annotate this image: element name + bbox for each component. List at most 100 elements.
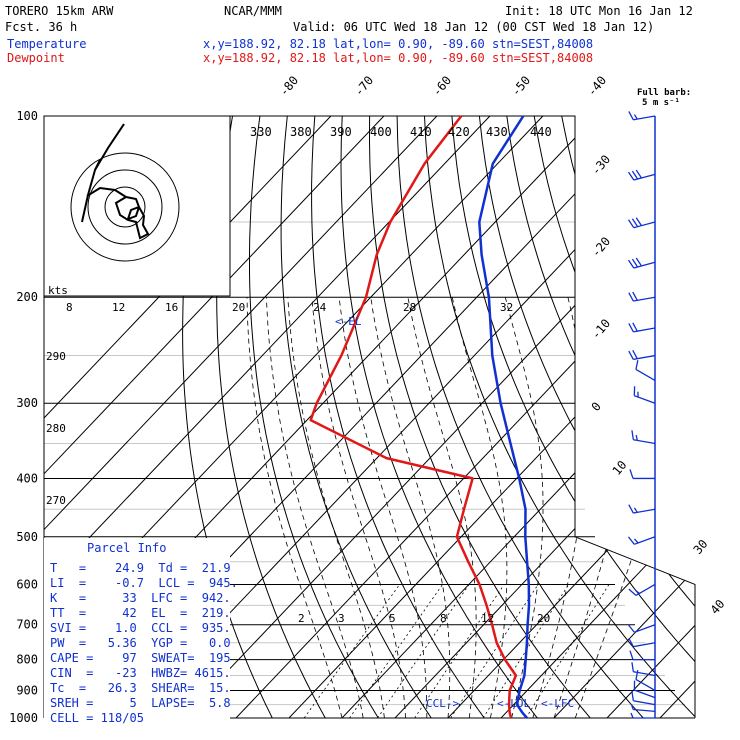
el-marker: <-EL	[335, 315, 362, 328]
barb-shaft	[634, 689, 656, 699]
mixing-ratio-label: 5	[389, 612, 396, 625]
dry-adiabat	[216, 116, 326, 718]
theta-label: 430	[486, 125, 508, 139]
barb-flag	[627, 219, 635, 229]
temperature-legend: Temperature	[7, 37, 86, 51]
isotherm	[447, 116, 695, 718]
pressure-label-800: 800	[16, 653, 38, 667]
isotherm	[553, 116, 695, 718]
hodo-ring	[104, 186, 146, 228]
wind-barb	[627, 624, 656, 633]
hodo-ring	[70, 152, 180, 262]
isotherm	[500, 116, 695, 718]
wind-barb	[627, 217, 656, 229]
barb-flag	[635, 360, 639, 370]
isotherm	[659, 116, 695, 718]
parcel-row: PW = 5.36 YGP = 0.0	[50, 636, 231, 650]
dry-adiabat	[478, 116, 695, 718]
parcel-row: CELL = 118/05	[50, 711, 144, 725]
wind-barb	[633, 386, 656, 404]
isotherm-label: -20	[589, 234, 614, 260]
barb-flag	[631, 430, 634, 440]
barb-half	[635, 434, 638, 441]
isotherm-label: 0	[589, 399, 604, 414]
theta-tick: 290	[46, 350, 66, 363]
theta-label: 330	[250, 125, 272, 139]
barb-flag	[635, 670, 639, 680]
speed-tick: 20	[232, 301, 245, 314]
org-title: NCAR/MMM	[224, 4, 282, 18]
dry-adiabat	[280, 116, 432, 718]
speed-tick: 28	[403, 301, 416, 314]
theta-label: 400	[370, 125, 392, 139]
mixing-ratio-line	[482, 584, 570, 718]
wind-barbs	[627, 111, 656, 719]
barb-flag	[632, 322, 638, 332]
wind-barb	[628, 291, 656, 302]
barb-shaft	[634, 624, 656, 633]
barb-half	[633, 507, 638, 513]
wind-barb	[633, 680, 656, 699]
forecast-hour: Fcst. 36 h	[5, 20, 77, 34]
moist-adiabat	[407, 297, 477, 718]
barb-shaft	[633, 708, 656, 713]
dry-adiabat	[561, 116, 695, 718]
mixing-ratio-label: 20	[537, 612, 550, 625]
valid-time: Valid: 06 UTC Wed 18 Jan 12 (00 CST Wed …	[293, 20, 654, 34]
mixing-ratio-label: 3	[338, 612, 345, 625]
barb-flag	[628, 323, 634, 333]
temperature-location: x,y=188.92, 82.18 lat,lon= 0.90, -89.60 …	[203, 37, 593, 51]
isotherm-label: -80	[277, 73, 302, 99]
isotherm-label: -70	[352, 73, 377, 99]
pressure-label-900: 900	[16, 683, 38, 697]
pressure-label-200: 200	[16, 290, 38, 304]
dewpoint-location: x,y=188.92, 82.18 lat,lon= 0.90, -89.60 …	[203, 51, 593, 65]
barb-shaft	[633, 642, 656, 648]
isotherm-label: 10	[610, 458, 630, 478]
parcel-info-box	[44, 538, 230, 728]
pressure-label-700: 700	[16, 618, 38, 632]
isotherm	[606, 116, 695, 718]
barb-flag	[628, 637, 634, 647]
hodo-box	[43, 115, 231, 297]
wind-barb	[628, 504, 656, 514]
wind-barb	[631, 430, 656, 445]
barb-flag	[631, 218, 639, 228]
barb-flag	[632, 350, 638, 359]
barb-flag	[628, 111, 634, 121]
mixing-ratio-line	[349, 584, 443, 718]
parcel-row: SVI = 1.0 CCL = 935.	[50, 621, 231, 635]
speed-tick: 8	[66, 301, 73, 314]
isotherm-label: -40	[585, 73, 610, 99]
wind-barb	[627, 536, 656, 545]
wind-barb	[628, 111, 656, 121]
parcel-row: K = 33 LFC = 942.	[50, 591, 231, 605]
barb-shaft	[633, 700, 656, 706]
wind-barb	[629, 650, 655, 661]
dry-adiabat	[424, 116, 695, 718]
moist-adiabat	[338, 297, 428, 718]
barb-flag	[631, 170, 639, 180]
speed-tick: 24	[313, 301, 327, 314]
barb-flag	[632, 291, 638, 301]
temperature-profile	[478, 115, 531, 719]
moist-adiabat	[553, 297, 639, 718]
wind-barb	[628, 583, 656, 597]
barb-half	[630, 704, 634, 710]
barb-flag	[627, 171, 635, 181]
dry-adiabat	[340, 116, 538, 718]
dewpoint-profile	[309, 115, 518, 719]
barb-flag	[635, 169, 643, 179]
wind-barb	[630, 704, 656, 713]
barb-half	[630, 712, 634, 719]
dry-adiabat	[311, 116, 485, 718]
barb-flag	[629, 469, 634, 479]
parcel-row: T = 24.9 Td = 21.9	[50, 561, 231, 575]
barb-half	[634, 589, 640, 594]
mixing-ratio-line	[377, 584, 470, 718]
mixing-ratio-line	[525, 584, 610, 718]
barb-half	[633, 114, 638, 120]
barb-flag	[627, 624, 635, 633]
parcel-row: Tc = 26.3 SHEAR= 15.	[50, 681, 231, 695]
